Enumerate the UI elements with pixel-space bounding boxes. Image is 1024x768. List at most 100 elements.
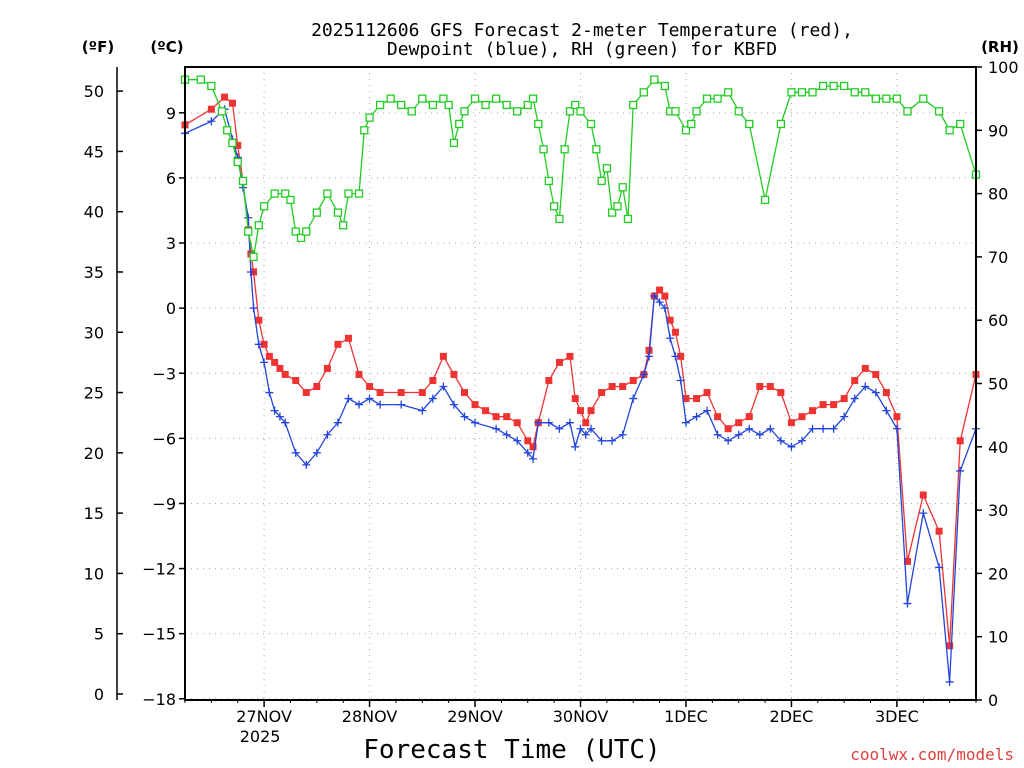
temperature-marker <box>271 358 279 366</box>
rh-marker <box>233 157 242 167</box>
rh-marker <box>681 126 691 135</box>
celsius-tick-label: 9 <box>166 104 176 123</box>
dewpoint-marker <box>666 334 675 343</box>
temperature-marker <box>482 407 490 415</box>
dewpoint-marker <box>513 436 522 445</box>
temperature-marker <box>766 383 774 391</box>
rh-marker <box>491 94 501 103</box>
dewpoint-marker <box>608 436 617 445</box>
rh-marker <box>919 94 928 103</box>
temperature-marker <box>344 334 352 342</box>
dewpoint-marker <box>919 509 928 518</box>
temperature-marker <box>714 413 722 421</box>
rh-marker <box>481 100 490 110</box>
dewpoint-marker <box>565 418 574 427</box>
temperature-marker <box>682 395 690 403</box>
celsius-tick-label: −9 <box>152 494 176 513</box>
rh-marker <box>449 138 459 148</box>
temperature-marker <box>851 376 859 384</box>
rh-marker <box>549 202 559 211</box>
dewpoint-marker <box>449 400 458 409</box>
temperature-marker <box>492 413 500 421</box>
dewpoint-marker <box>207 117 216 126</box>
dewpoint-marker <box>935 563 944 572</box>
rh-marker <box>386 94 395 103</box>
rh-tick-label: 0 <box>988 691 998 710</box>
rh-marker <box>882 94 891 103</box>
dewpoint-marker <box>492 424 501 433</box>
dewpoint-marker <box>676 376 685 385</box>
temperature-marker <box>545 376 553 384</box>
temperature-marker <box>221 93 229 101</box>
temperature-marker <box>919 491 927 499</box>
dewpoint-marker <box>571 442 580 451</box>
rh-marker <box>238 176 248 186</box>
rh-marker <box>618 183 627 192</box>
dewpoint-marker <box>523 448 532 457</box>
fahrenheit-tick-label: 35 <box>84 263 104 282</box>
x-tick-label: 1DEC <box>664 707 708 726</box>
dewpoint-marker <box>439 382 448 391</box>
y-unit-rh: (RH) <box>981 38 1019 56</box>
x-tick-label: 3DEC <box>875 707 919 726</box>
rh-marker <box>892 94 902 103</box>
rh-marker <box>850 88 859 97</box>
rh-marker <box>291 227 300 236</box>
rh-marker <box>956 119 965 129</box>
celsius-tick-label: 3 <box>166 234 176 253</box>
rh-marker <box>444 100 453 110</box>
dewpoint-marker <box>529 454 538 463</box>
temperature-marker <box>366 383 374 391</box>
dewpoint-marker <box>365 394 374 403</box>
rh-marker <box>602 164 612 173</box>
temperature-marker <box>334 340 342 348</box>
rh-marker <box>840 81 849 91</box>
x-tick-label: 27NOV <box>236 707 292 726</box>
temperature-marker <box>513 419 521 427</box>
series <box>180 75 981 686</box>
temperature-marker <box>882 389 890 397</box>
rh-marker <box>455 119 464 129</box>
rh-marker <box>639 88 648 97</box>
rh-marker <box>302 227 311 236</box>
dewpoint-marker <box>270 406 279 415</box>
temperature-marker <box>460 389 468 397</box>
dewpoint-marker <box>291 448 300 457</box>
dewpoint-marker <box>871 388 880 397</box>
dewpoint-marker <box>639 370 648 379</box>
temperature-marker <box>724 425 732 433</box>
temperature-marker <box>571 395 579 403</box>
fahrenheit-tick-label: 5 <box>94 625 104 644</box>
dewpoint-marker <box>645 352 654 361</box>
rh-marker <box>344 189 353 198</box>
fahrenheit-tick-label: 25 <box>84 384 104 403</box>
rh-tick-label: 30 <box>988 501 1008 520</box>
rh-marker <box>259 202 269 211</box>
temperature-marker <box>276 364 284 372</box>
temperature-marker <box>582 419 590 427</box>
rh-marker <box>560 145 569 154</box>
dewpoint-marker <box>581 430 590 439</box>
temperature-marker <box>302 389 310 397</box>
rh-marker <box>539 145 548 154</box>
temperature-marker <box>756 383 764 391</box>
temperature-marker <box>840 395 848 403</box>
dewpoint-marker <box>829 424 838 433</box>
temperature-marker <box>946 642 954 650</box>
rh-marker <box>692 107 701 116</box>
rh-marker <box>760 195 770 205</box>
rh-marker <box>571 100 580 110</box>
rh-marker <box>629 100 638 110</box>
dewpoint-marker <box>776 436 785 445</box>
dewpoint-marker <box>333 418 342 427</box>
temperature-marker <box>376 389 384 397</box>
temperature-marker <box>234 141 242 149</box>
temperature-marker <box>666 316 674 324</box>
temperature-line <box>184 96 977 646</box>
rh-marker <box>418 94 427 103</box>
dewpoint-marker <box>713 430 722 439</box>
temperature-marker <box>608 383 616 391</box>
celsius-tick-label: 0 <box>166 299 176 318</box>
temperature-marker <box>798 413 806 421</box>
rh-marker <box>244 227 253 236</box>
